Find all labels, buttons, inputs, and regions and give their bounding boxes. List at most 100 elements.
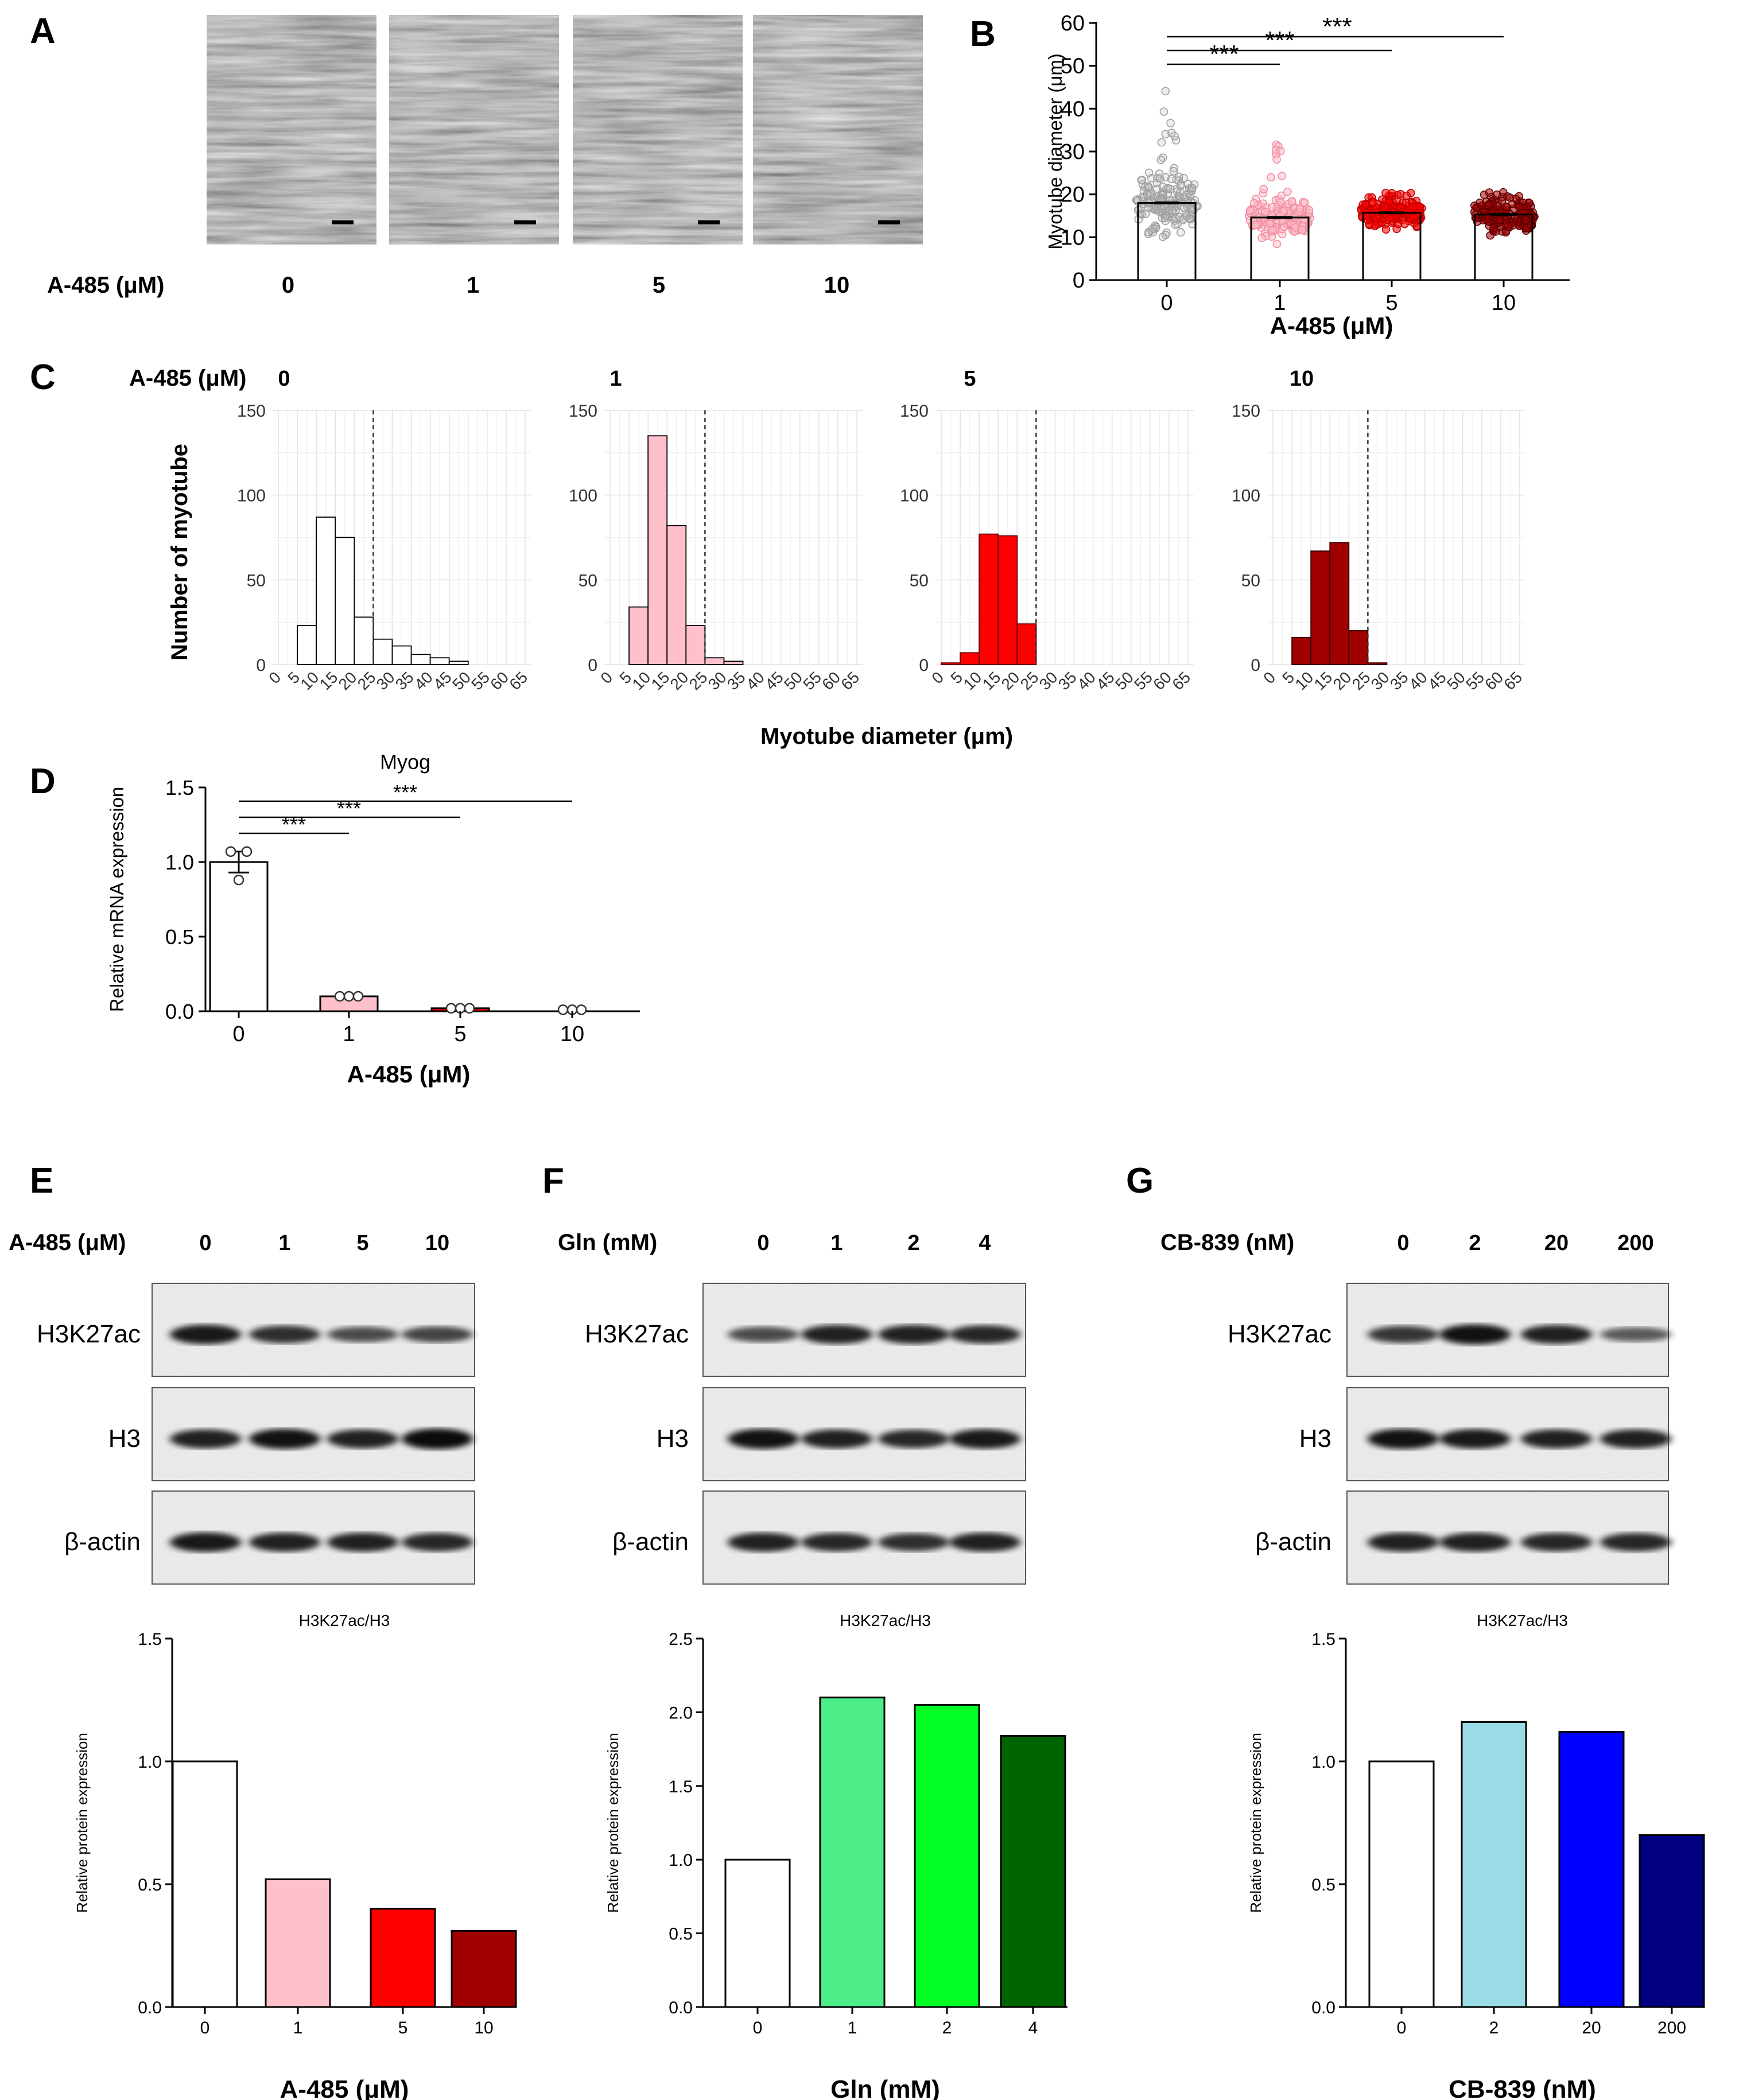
bar-4 — [1000, 1734, 1066, 2008]
blot-band — [170, 1325, 241, 1345]
data-point — [1400, 219, 1409, 228]
x-tick-label: 2 — [1489, 2019, 1499, 2037]
x-tick-label: 20 — [1582, 2019, 1601, 2037]
x-tick-label: 5 — [1385, 291, 1397, 315]
panel-c-row-label: A-485 (μM) — [129, 366, 247, 391]
histogram-bar — [1329, 542, 1350, 665]
blot-band — [1439, 1429, 1511, 1449]
y-tick-label: 1.0 — [1311, 1753, 1336, 1772]
data-point — [1392, 196, 1401, 205]
data-point — [1361, 200, 1370, 209]
data-point — [1158, 232, 1167, 242]
histogram-bar — [1310, 550, 1331, 665]
y-axis-title: Relative protein expression — [73, 1733, 91, 1913]
micrograph-image — [573, 15, 743, 244]
histogram-bar — [628, 606, 649, 665]
data-point — [1160, 214, 1170, 223]
data-point — [352, 991, 364, 1002]
y-tick-label: 150 — [900, 402, 929, 421]
data-point — [1283, 187, 1292, 196]
scale-bar-3 — [878, 220, 900, 224]
data-point — [1144, 168, 1154, 177]
y-tick-label: 100 — [1232, 487, 1260, 506]
data-point — [1504, 222, 1512, 231]
panel-e-chart: 0.0 0.5 1.0 1.5 0 1 5 10 H3K27ac/H3 A-485 (μM) Rel… — [73, 1612, 517, 2100]
blot-band — [249, 1532, 320, 1552]
histogram-bar — [1016, 623, 1037, 665]
blot-band — [728, 1532, 799, 1552]
x-tick-label: 0 — [1160, 291, 1173, 315]
histogram-bar — [960, 652, 980, 665]
bar-2 — [1461, 1721, 1527, 2008]
data-point — [1372, 213, 1381, 222]
data-point — [1272, 239, 1282, 249]
data-point — [1527, 220, 1535, 230]
x-tick-label: 65 — [837, 668, 863, 693]
panel-c-xlabel: Myotube diameter (μm) — [760, 724, 1013, 749]
x-tick-label: 0 — [597, 668, 616, 687]
bar-10 — [451, 1930, 517, 2008]
bar-0 — [172, 1760, 238, 2008]
panel-label-d: D — [30, 762, 56, 801]
x-tick-label: 1 — [1274, 291, 1286, 315]
data-point — [1300, 198, 1309, 207]
scale-bar-0 — [332, 220, 354, 224]
y-tick-label: 150 — [1232, 402, 1260, 421]
blot-F: Gln (mM) 0 1 2 4 H3K27ac H3 β-actin — [558, 1230, 1026, 1585]
y-tick-label: 0.5 — [165, 925, 194, 949]
histogram-bar — [316, 517, 336, 665]
x-axis-title: Gln (mM) — [830, 2075, 940, 2100]
panel-label-f: F — [542, 1161, 564, 1201]
significance-label: *** — [282, 813, 306, 836]
y-tick-label: 40 — [1061, 97, 1085, 121]
histogram-title: 0 — [278, 367, 290, 391]
y-axis-title: Relative mRNA expression — [106, 787, 127, 1012]
data-point — [1159, 107, 1168, 116]
data-point — [1287, 197, 1296, 205]
y-axis-title: Relative protein expression — [1247, 1733, 1264, 1913]
blot-lane-label: 10 — [425, 1231, 449, 1255]
data-point — [1511, 194, 1520, 203]
significance-label: *** — [337, 797, 361, 820]
x-tick-label: 0 — [753, 2019, 763, 2037]
blot-lane-label: 4 — [979, 1231, 991, 1255]
data-point — [1245, 206, 1255, 215]
data-point — [1180, 193, 1189, 201]
data-point — [1276, 146, 1285, 156]
significance-label: *** — [1209, 40, 1239, 68]
data-point — [1159, 191, 1167, 199]
panel-label-g: G — [1126, 1161, 1154, 1201]
data-point — [1272, 155, 1281, 164]
panel-d-chart: 0.0 0.5 1.0 1.5 0 1 5 10 Myog A-485 (μM) Relative … — [106, 750, 640, 1088]
histogram-bar — [666, 525, 687, 665]
data-point — [1147, 226, 1156, 235]
blot-lane-label: 2 — [1469, 1231, 1481, 1255]
panel-a-dose-5: 5 — [653, 273, 665, 298]
blot-band — [801, 1429, 872, 1449]
blot-band — [327, 1326, 398, 1342]
panel-label-c: C — [30, 358, 56, 397]
data-point — [1402, 191, 1411, 200]
x-axis-title: A-485 (μM) — [1270, 312, 1393, 339]
chart-title: H3K27ac/H3 — [1477, 1612, 1568, 1629]
data-point — [1515, 203, 1524, 211]
data-point — [1182, 212, 1191, 221]
blot-band — [1368, 1429, 1439, 1449]
x-tick-label: 65 — [1500, 668, 1525, 693]
y-tick-label: 150 — [237, 402, 266, 421]
histogram-title: 1 — [609, 367, 622, 391]
y-tick-label: 50 — [579, 571, 597, 590]
x-tick-label: 4 — [1028, 2019, 1038, 2037]
significance-label: *** — [1322, 13, 1352, 41]
histogram-bar — [1291, 636, 1312, 665]
panel-f-chart: 0.0 0.5 1.0 1.5 2.0 2.5 0 1 2 4 H3K27ac/H3 Gln (mM)… — [604, 1612, 1067, 2100]
blot-band — [402, 1326, 473, 1343]
histogram-bar — [941, 662, 961, 665]
blot-row-label: β-actin — [1255, 1528, 1331, 1556]
y-tick-label: 0.0 — [1311, 1998, 1336, 2017]
data-point — [1251, 220, 1260, 230]
